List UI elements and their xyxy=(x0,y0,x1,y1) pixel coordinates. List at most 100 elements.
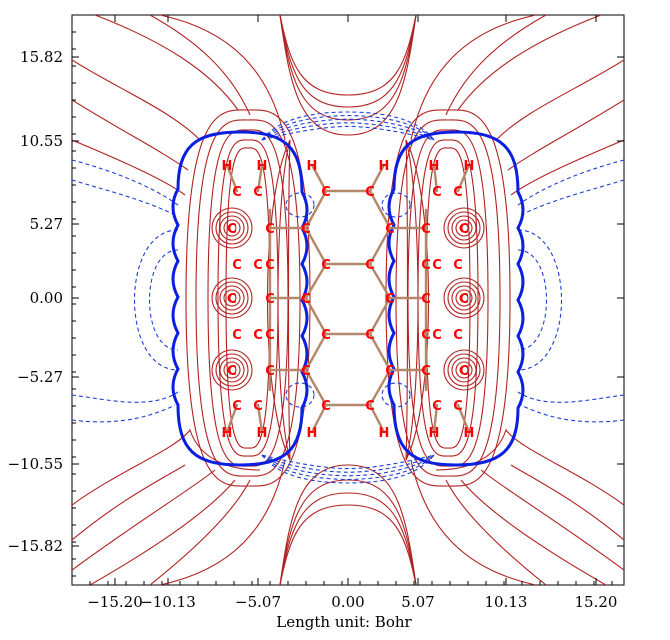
positive-contour-line xyxy=(445,15,547,116)
positive-contour-line xyxy=(279,15,417,96)
carbon-atom-label: C xyxy=(232,399,242,414)
positive-contour-line xyxy=(72,59,201,141)
carbon-atom-label: C xyxy=(421,222,431,237)
positive-contour-line xyxy=(507,99,624,171)
carbon-atom-label: C xyxy=(227,292,237,307)
carbon-atom-label: C xyxy=(453,328,463,343)
negative-contour-line xyxy=(148,249,179,351)
x-tick-label: 0.00 xyxy=(331,593,364,611)
bond xyxy=(304,226,328,266)
carbon-atom-label: C xyxy=(365,399,375,414)
negative-contour-line xyxy=(261,125,435,141)
carbon-atom-label: C xyxy=(385,222,395,237)
zero-contour-line xyxy=(171,130,309,467)
positive-contour-ring xyxy=(447,281,481,315)
negative-contour-line xyxy=(261,454,435,477)
molecule-bonds xyxy=(225,163,471,434)
carbon-atom-label: C xyxy=(265,328,275,343)
carbon-atom-label: C xyxy=(232,328,242,343)
bond xyxy=(256,403,264,434)
bond xyxy=(310,403,328,434)
zero-contour-lines xyxy=(171,130,525,467)
positive-contour-ring xyxy=(443,207,485,249)
positive-contour-ring xyxy=(459,293,469,303)
positive-contour-line xyxy=(460,479,607,585)
positive-contour-line xyxy=(495,59,624,141)
positive-contour-ring xyxy=(211,207,253,249)
positive-contour-ring xyxy=(211,349,253,391)
positive-contour-line xyxy=(457,15,602,111)
carbon-atom-label: C xyxy=(301,222,311,237)
positive-contour-line xyxy=(279,504,417,585)
positive-contour-ring xyxy=(459,223,469,233)
positive-contour-line xyxy=(445,479,547,585)
carbon-atom-label: C xyxy=(453,185,463,200)
x-tick-label: −5.07 xyxy=(235,593,281,611)
axis-caption: Length unit: Bohr xyxy=(276,613,412,631)
positive-contour-ring xyxy=(211,277,253,319)
bond xyxy=(368,163,386,193)
carbon-atom-label: C xyxy=(459,292,469,307)
positive-contour-line xyxy=(94,15,239,111)
negative-contour-loop xyxy=(381,192,411,218)
carbon-atom-label: C xyxy=(321,185,331,200)
carbon-atom-label: C xyxy=(253,399,263,414)
x-tick-label: 5.07 xyxy=(401,593,434,611)
positive-contour-line xyxy=(279,464,417,585)
positive-contour-line xyxy=(279,15,417,136)
positive-contour-line xyxy=(277,139,291,461)
positive-contour-line xyxy=(417,139,479,457)
negative-contour-line xyxy=(261,122,435,141)
bond xyxy=(304,262,328,300)
negative-contour-line xyxy=(261,115,435,141)
positive-contour-line xyxy=(279,15,417,121)
bond xyxy=(432,163,439,193)
bond xyxy=(368,226,392,266)
negative-contour-line xyxy=(517,249,548,351)
positive-contour-ring xyxy=(215,281,249,315)
carbon-atom-label: C xyxy=(253,185,263,200)
positive-contour-ring xyxy=(227,223,237,233)
bond xyxy=(432,403,439,434)
positive-contour-ring xyxy=(219,215,245,241)
negative-contour-line xyxy=(261,454,435,480)
positive-contour-line xyxy=(385,109,511,487)
positive-contour-ring xyxy=(227,365,237,375)
negative-contour-loop xyxy=(285,382,315,408)
carbon-atom-label: C xyxy=(265,292,275,307)
hydrogen-atom-label: H xyxy=(379,426,390,441)
positive-contour-line xyxy=(72,469,216,571)
carbon-atom-label: C xyxy=(253,258,263,273)
negative-contour-loop xyxy=(381,382,411,408)
bond xyxy=(304,368,328,407)
negative-contour-line xyxy=(261,454,435,473)
positive-contour-line xyxy=(159,15,286,141)
hydrogen-atom-label: H xyxy=(464,159,475,174)
positive-contour-line xyxy=(279,479,417,585)
carbon-atom-label: C xyxy=(365,258,375,273)
carbon-atom-label: C xyxy=(432,185,442,200)
positive-contour-line xyxy=(89,479,236,585)
y-tick-label: −15.82 xyxy=(7,537,63,555)
carbon-atom-label: C xyxy=(459,222,469,237)
negative-contour-line xyxy=(517,229,563,371)
carbon-atom-label: C xyxy=(301,364,311,379)
hydrogen-atom-label: H xyxy=(464,426,475,441)
negative-contour-line xyxy=(72,159,179,206)
hydrogen-atom-label: H xyxy=(222,159,233,174)
positive-contour-line xyxy=(405,139,419,461)
positive-contour-line xyxy=(410,459,537,585)
carbon-atom-label: C xyxy=(365,328,375,343)
carbon-atom-label: C xyxy=(432,399,442,414)
bond xyxy=(225,403,239,434)
positive-contour-line xyxy=(425,147,471,449)
negative-contour-line xyxy=(133,229,179,371)
hydrogen-atom-label: H xyxy=(307,426,318,441)
carbon-atom-label: C xyxy=(265,258,275,273)
y-axis: 15.82 10.55 5.27 0.00 −5.27 −10.55 −15.82 xyxy=(7,14,624,577)
hydrogen-atom-label: H xyxy=(429,426,440,441)
positive-contour-ring xyxy=(447,353,481,387)
negative-contour-loop xyxy=(285,192,315,218)
